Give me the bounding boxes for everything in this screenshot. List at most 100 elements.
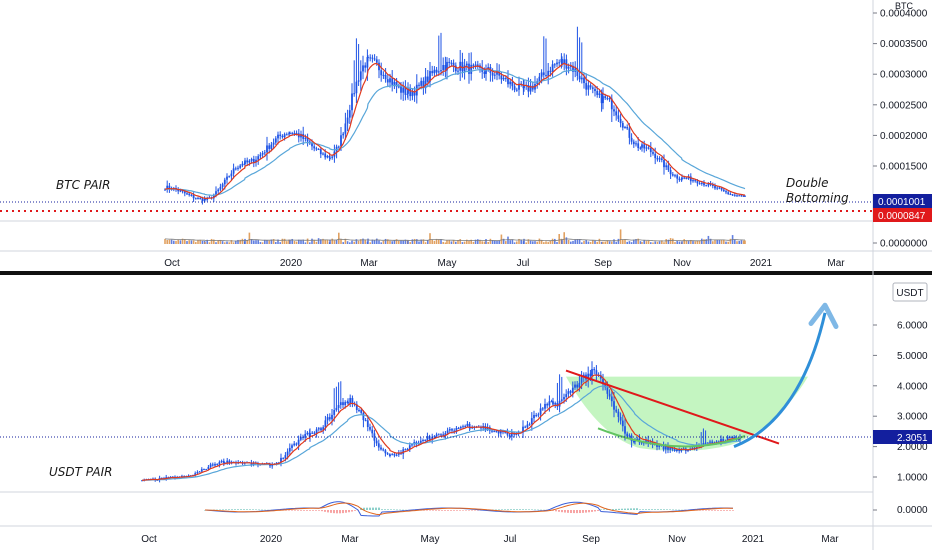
btc-volume-bar: [667, 239, 670, 244]
btc-candle-body: [585, 83, 588, 90]
btc-volume-bar: [188, 240, 190, 244]
btc-volume-bar: [669, 238, 672, 244]
btc-volume-bar: [427, 240, 429, 244]
usdt-candle-body: [306, 432, 309, 435]
btc-candle-body: [192, 195, 195, 199]
btc-volume-bar: [594, 240, 596, 244]
usdt-candle-body: [395, 454, 398, 456]
usdt-candle-body: [291, 445, 293, 448]
indicator-histogram-bar: [261, 509, 263, 511]
btc-volume-bar: [435, 238, 438, 244]
usdt-candle-body: [337, 405, 340, 408]
btc-price-axis[interactable]: BTC 0.0004000 0.0003500 0.0003000 0.0002500…: [873, 1, 932, 250]
btc-candle-body: [667, 165, 670, 170]
usdt-y-tick-label: 3.0000: [897, 412, 928, 423]
indicator-histogram-bar: [258, 509, 260, 511]
btc-candle-body: [166, 185, 169, 190]
btc-volume-bar: [170, 239, 173, 244]
indicator-histogram-bar: [627, 508, 629, 510]
usdt-candle-body: [669, 447, 672, 450]
btc-candle-body: [733, 194, 736, 196]
usdt-candle-body: [528, 424, 531, 426]
btc-volume-bar: [554, 238, 556, 244]
indicator-histogram-bar: [681, 509, 683, 511]
usdt-candle-body: [209, 464, 212, 467]
btc-candle-body: [602, 96, 604, 104]
btc-candle-body: [340, 135, 342, 147]
btc-candle-body: [707, 183, 710, 186]
btc-volume-bar: [418, 241, 420, 244]
usdt-candle-body: [615, 409, 618, 412]
btc-volume-bar: [500, 234, 503, 244]
indicator-histogram-bar: [723, 510, 725, 511]
usdt-candle-body: [286, 451, 289, 456]
btc-volume-bar: [626, 241, 628, 244]
usdt-candle-body: [491, 430, 493, 432]
btc-candle-body: [279, 134, 282, 136]
btc-candle-body: [637, 143, 640, 149]
usdt-candle-body: [556, 402, 559, 407]
btc-volume-bar: [654, 241, 656, 244]
usdt-candle-body: [693, 447, 696, 449]
btc-candle-body: [391, 78, 394, 85]
usdt-candle-body: [380, 447, 382, 450]
btc-candle-body: [221, 184, 224, 187]
usdt-current-price-value: 2.3051: [897, 433, 928, 444]
usdt-candle-body: [411, 444, 413, 446]
btc-volume-bar: [701, 238, 703, 244]
btc-volume-bar: [742, 240, 745, 244]
indicator-histogram-bar: [675, 509, 677, 511]
indicator-histogram-bar: [381, 509, 383, 510]
btc-volume-bar: [545, 241, 547, 244]
btc-volume-bar: [235, 240, 237, 244]
usdt-candle-body: [451, 429, 453, 431]
btc-candle-body: [188, 193, 191, 195]
btc-volume-bar: [617, 238, 620, 244]
usdt-price-axis[interactable]: USDT 6.0000 5.0000 4.0000 3.0000 2.0000 1.000…: [873, 282, 932, 516]
btc-candle-body: [549, 70, 552, 72]
usdt-candle-body: [220, 460, 223, 463]
usdt-candle-body: [280, 457, 282, 463]
usdt-candle-body: [574, 384, 576, 388]
btc-candle-body: [328, 155, 331, 158]
usdt-candle-body: [369, 426, 371, 430]
usdt-candle-body: [393, 454, 396, 456]
usdt-candle-body: [563, 397, 565, 400]
btc-x-tick-label: Oct: [164, 258, 180, 269]
btc-candle-body: [569, 65, 572, 67]
usdt-candle-body: [515, 434, 518, 436]
btc-candle-body: [683, 177, 686, 179]
btc-candle-body: [538, 76, 541, 82]
indicator-histogram-bar: [603, 509, 605, 510]
btc-volume-bar: [241, 238, 244, 244]
btc-candle-body: [274, 138, 277, 143]
usdt-candle-body: [726, 436, 729, 441]
btc-candle-body: [504, 78, 507, 80]
usdt-candle-body: [440, 434, 442, 436]
btc-candle-body: [228, 176, 231, 178]
usdt-unit-box[interactable]: [892, 282, 928, 302]
btc-candle-body: [658, 158, 661, 160]
btc-volume-bar: [329, 239, 331, 244]
usdt-candle-body: [355, 404, 358, 410]
btc-candle-body: [281, 135, 284, 138]
usdt-x-tick-label: Jul: [504, 534, 517, 545]
btc-volume-bar: [672, 238, 674, 244]
btc-candle-body: [266, 145, 268, 153]
btc-candle-body: [183, 191, 186, 194]
indicator-histogram-bar: [285, 510, 287, 511]
btc-time-axis[interactable]: Oct 2020 Mar May Jul Sep Nov 2021 Mar: [164, 258, 845, 269]
indicator-histogram-bar: [405, 509, 407, 511]
usdt-candle-body: [613, 401, 615, 410]
usdt-candle-body: [433, 436, 436, 438]
usdt-time-axis[interactable]: Oct 2020 Mar May Jul Sep Nov 2021 Mar: [141, 534, 839, 545]
usdt-candle-body: [194, 473, 197, 476]
usdt-x-tick-label: May: [421, 534, 440, 545]
btc-candle-body: [509, 81, 512, 85]
btc-candle-body: [542, 72, 545, 76]
indicator-histogram-bar: [303, 510, 305, 511]
btc-candle-body: [624, 127, 626, 129]
btc-x-tick-label: 2020: [280, 258, 303, 269]
btc-candle-body: [731, 194, 734, 196]
